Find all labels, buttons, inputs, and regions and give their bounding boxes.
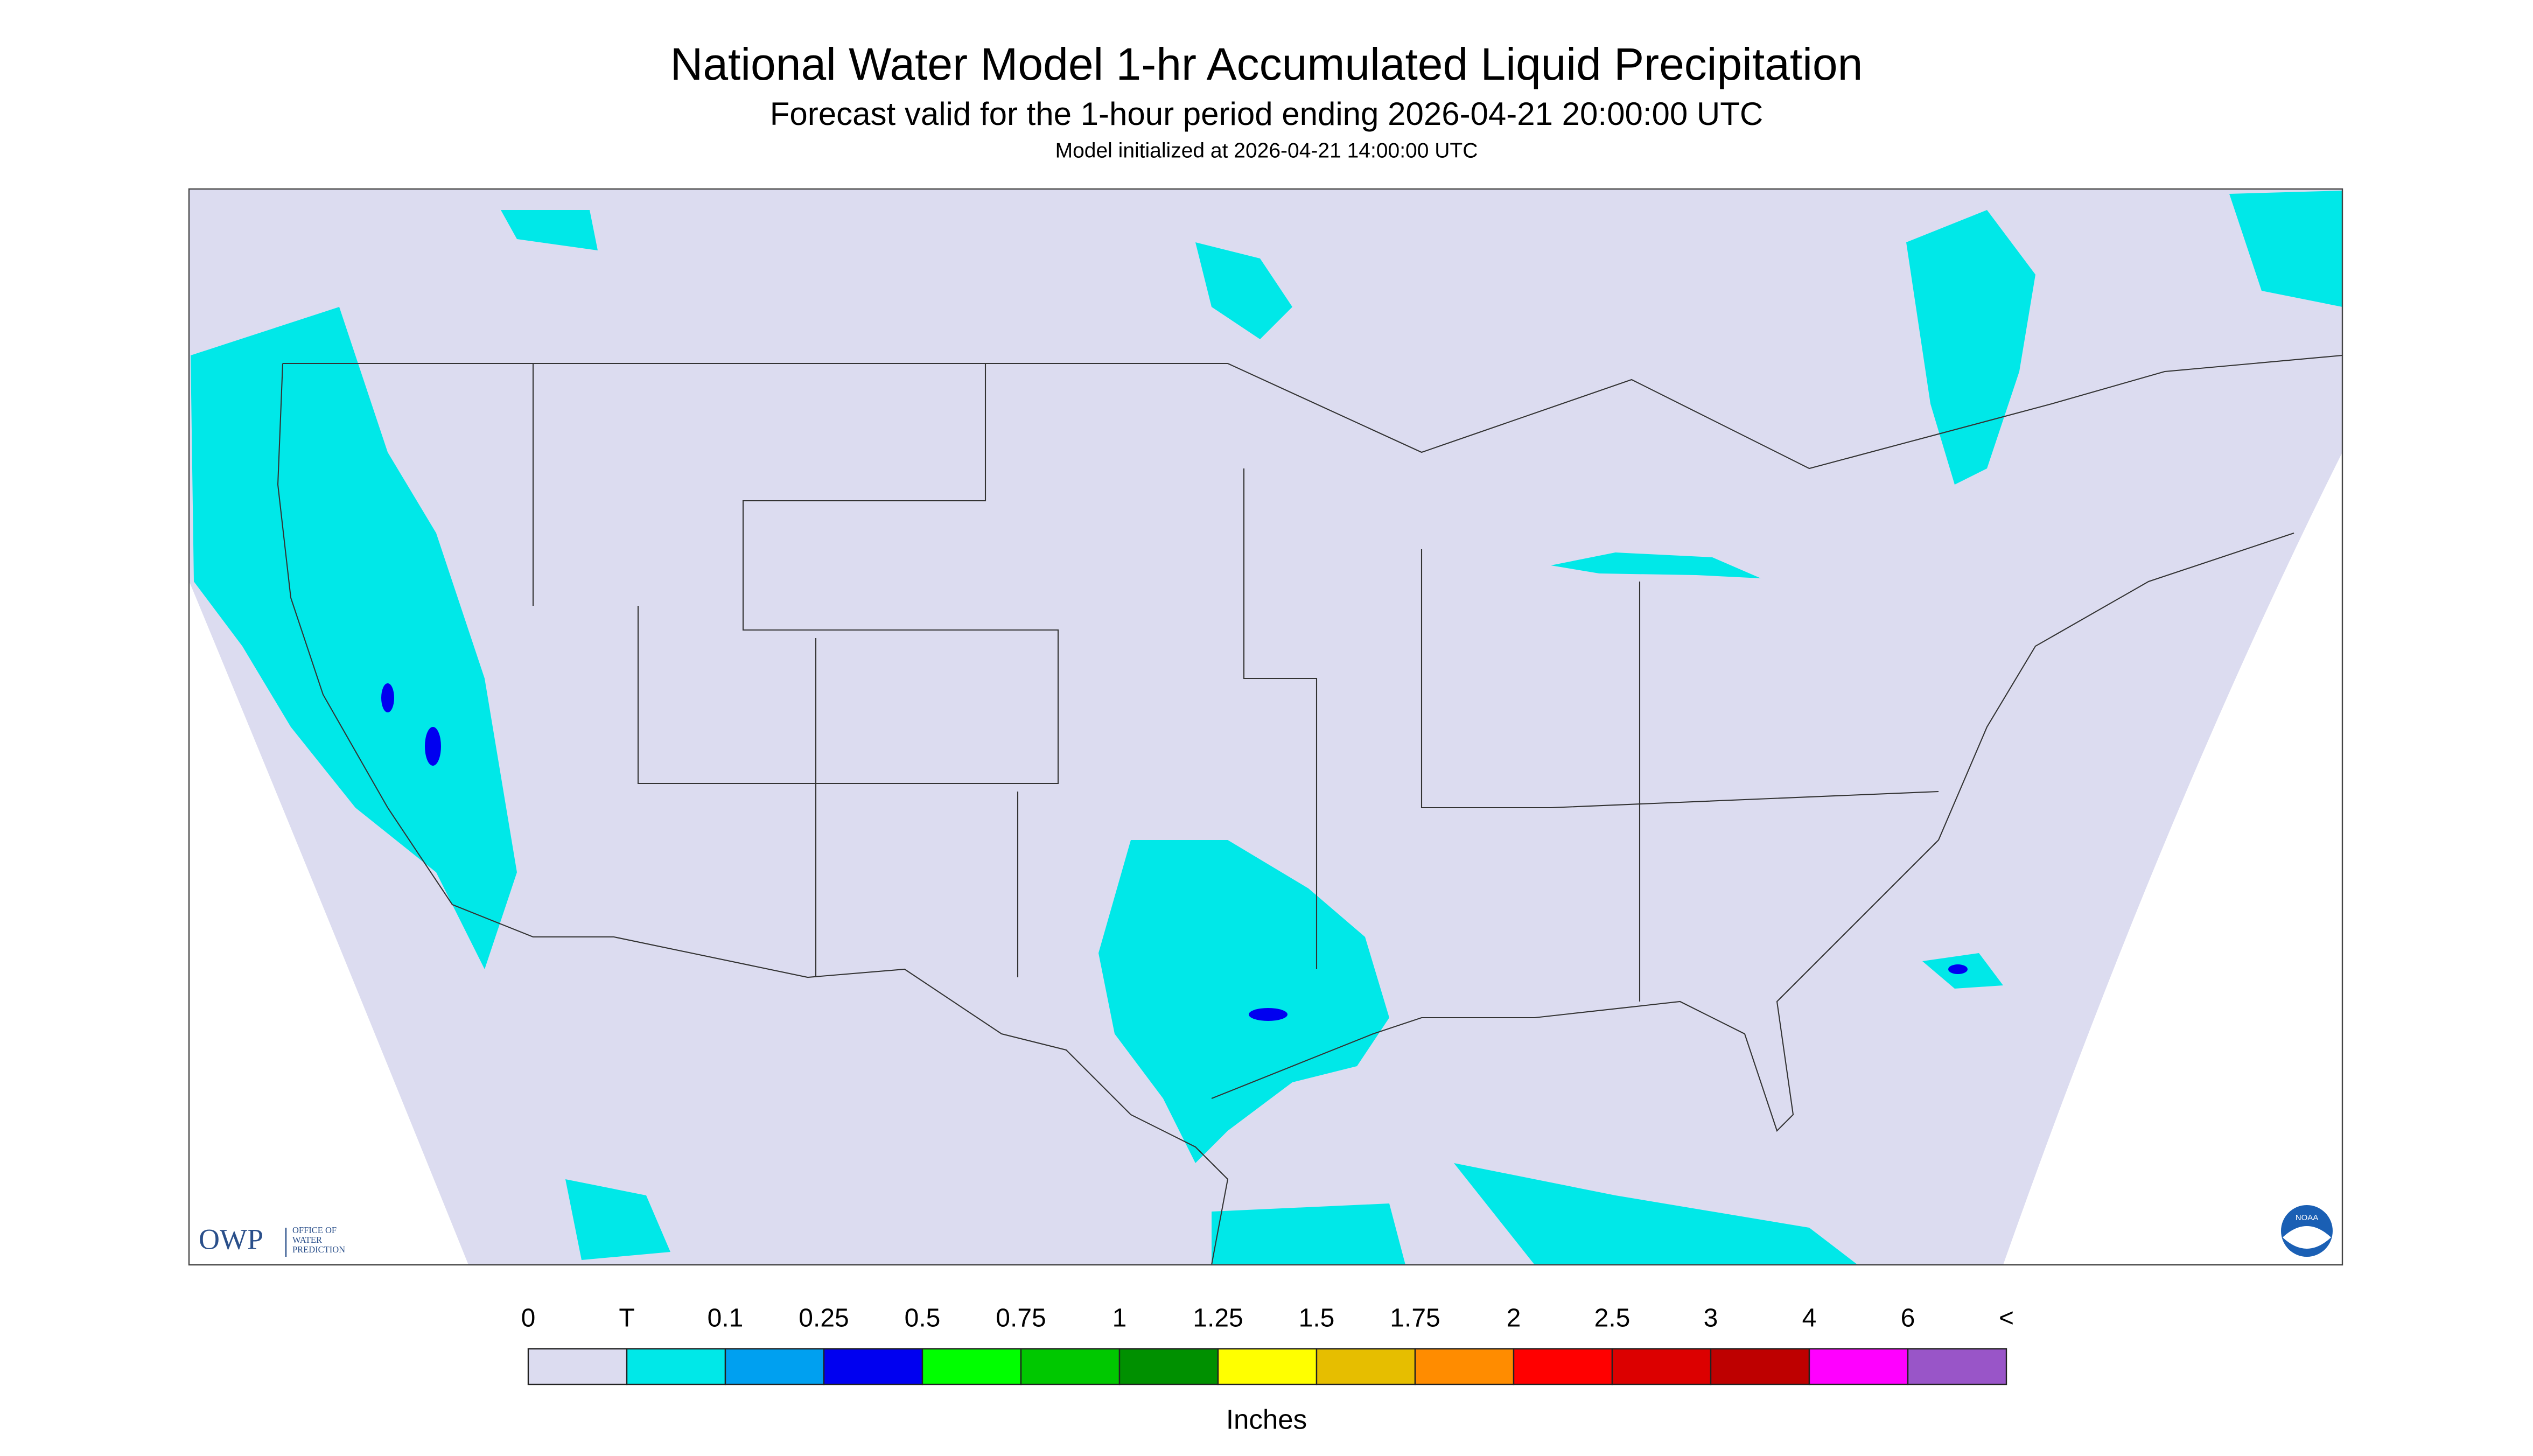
precip-area [501,210,598,251]
noaa-text: NOAA [2296,1213,2319,1222]
owp-logo-line: PREDICTION [292,1244,345,1255]
legend-swatch [1907,1348,2007,1385]
owp-logo-line: OFFICE OF [292,1225,337,1235]
precip-areas [191,191,2342,1265]
precip-area [1454,1163,1858,1265]
precip-spot [425,727,441,766]
legend-label: 1.75 [1390,1304,1440,1333]
legend-swatch [1710,1348,1810,1385]
owp-logo: OWP OFFICE OF WATER PREDICTION [199,1223,345,1257]
owp-logo-text: OWP [199,1223,263,1255]
legend-label: 0 [521,1304,536,1333]
precip-spot [381,683,394,713]
border [283,354,2343,470]
legend-swatch [1611,1348,1712,1385]
title: National Water Model 1-hr Accumulated Li… [670,39,1863,89]
legend-swatch [1217,1348,1318,1385]
legend-swatch [527,1348,628,1385]
legend-swatch [1316,1348,1416,1385]
precip-area [565,1179,670,1261]
precip-area [1906,210,2035,485]
legend-label: 2.5 [1594,1304,1631,1333]
legend: 0 T 0.1 0.25 0.5 0.75 1 1.25 1.5 1.75 2 2.5 3 4 6 < [521,1304,2014,1385]
owp-logo-line: WATER [292,1235,322,1245]
legend-swatch [1118,1348,1219,1385]
legend-swatch [823,1348,923,1385]
legend-label: 1.5 [1299,1304,1335,1333]
legend-swatch [1808,1348,1909,1385]
legend-swatch [1414,1348,1515,1385]
precip-area [191,307,517,970]
init-time: Model initialized at 2026-04-21 14:00:00… [1055,139,1478,162]
legend-swatch [1513,1348,1613,1385]
state-lines [532,363,1939,1002]
precip-area [1195,242,1292,340]
legend-swatch [626,1348,726,1385]
noaa-logo: NOAA [2281,1205,2333,1257]
coast [1211,533,2294,1132]
legend-label: < [1999,1304,2014,1333]
legend-label: T [619,1304,634,1333]
subtitle: Forecast valid for the 1-hour period end… [770,96,1763,132]
map [188,188,2343,1266]
precip-spot [1948,964,1968,975]
legend-swatch [1020,1348,1121,1385]
legend-unit: Inches [1226,1404,1307,1434]
legend-label: 6 [1901,1304,1915,1333]
precip-area [2229,191,2342,307]
legend-label: 0.5 [905,1304,941,1333]
legend-swatch [921,1348,1022,1385]
legend-label: 4 [1802,1304,1817,1333]
legend-swatch [724,1348,825,1385]
legend-label: 1.25 [1193,1304,1243,1333]
projection-edge [189,582,468,1265]
boundaries [277,354,2343,1265]
projection-edge [2003,452,2342,1265]
noaa-wave [2283,1226,2331,1249]
precip-spot [1249,1008,1288,1021]
border [277,363,1229,1265]
legend-label: 2 [1507,1304,1521,1333]
map-frame [188,188,2343,1266]
precip-area [1551,552,1761,579]
legend-label: 1 [1112,1304,1127,1333]
legend-label: 0.1 [708,1304,744,1333]
legend-label: 0.25 [799,1304,849,1333]
legend-label: 0.75 [996,1304,1046,1333]
precip-area [1212,1203,1405,1265]
heavy-precip [381,683,1968,1021]
legend-label: 3 [1704,1304,1718,1333]
